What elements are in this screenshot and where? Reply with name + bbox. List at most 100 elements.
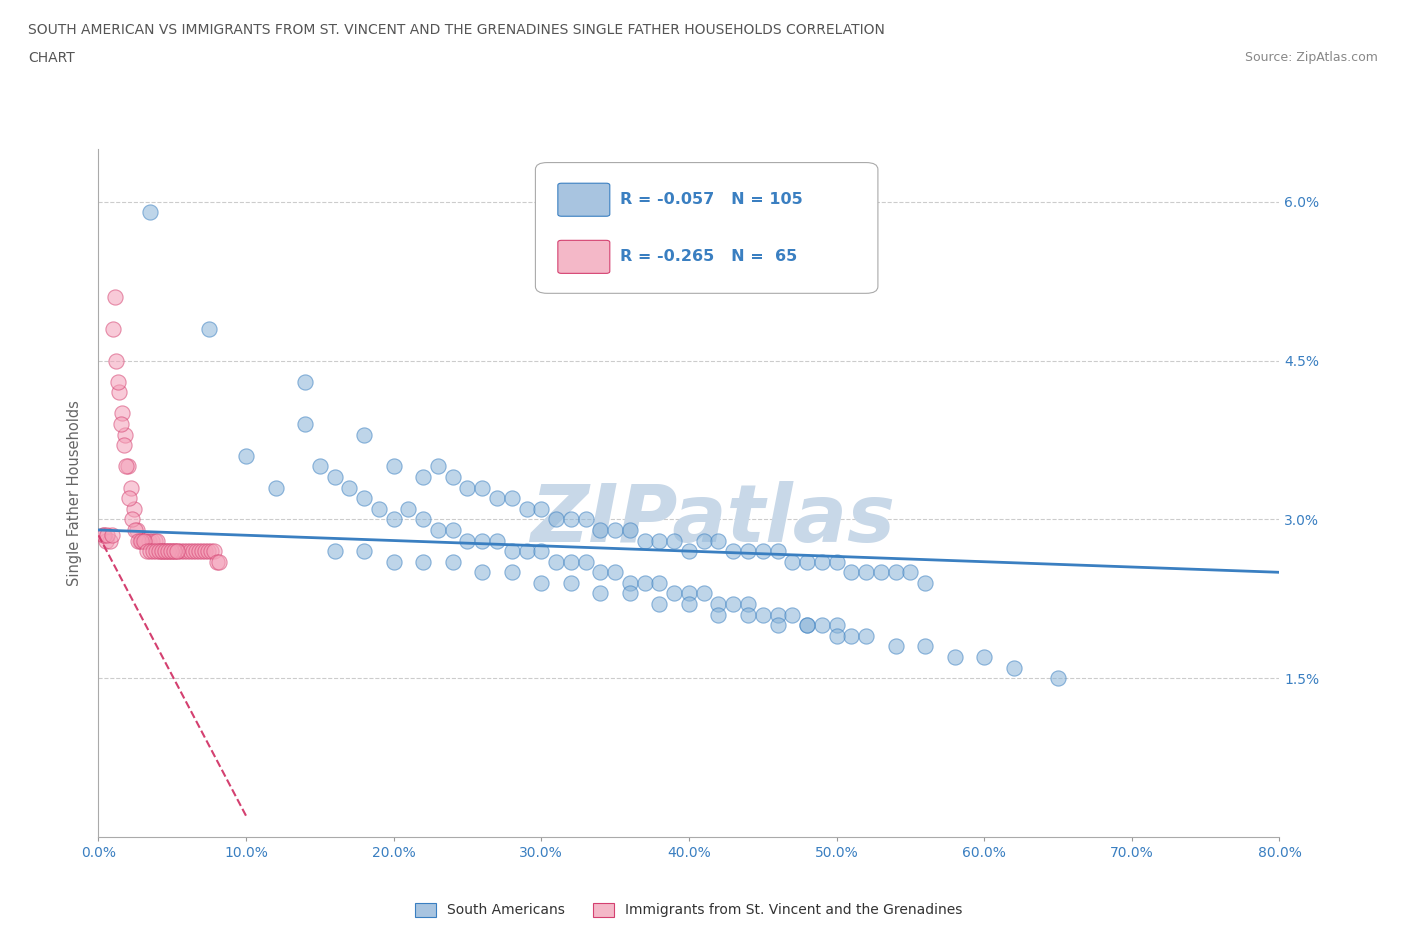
Legend: South Americans, Immigrants from St. Vincent and the Grenadines: South Americans, Immigrants from St. Vin…	[411, 897, 967, 923]
Point	[810, 554, 832, 569]
Point	[339, 480, 360, 495]
Point	[139, 205, 162, 219]
Point	[486, 491, 509, 506]
Point	[122, 501, 145, 516]
Point	[884, 639, 907, 654]
Point	[112, 438, 135, 453]
Point	[589, 565, 612, 579]
Point	[91, 528, 114, 543]
Point	[323, 470, 346, 485]
Point	[516, 544, 538, 559]
Point	[707, 533, 730, 548]
Point	[456, 480, 478, 495]
Point	[145, 544, 167, 559]
Point	[619, 576, 641, 591]
Point	[560, 512, 582, 526]
Point	[855, 565, 877, 579]
Point	[530, 544, 553, 559]
Point	[427, 459, 450, 474]
Point	[368, 501, 391, 516]
Point	[127, 533, 149, 548]
Point	[353, 491, 375, 506]
Point	[678, 544, 700, 559]
Point	[138, 533, 160, 548]
Point	[782, 607, 804, 622]
Point	[142, 544, 165, 559]
Point	[751, 607, 773, 622]
Point	[125, 523, 148, 538]
Point	[153, 544, 176, 559]
Point	[441, 523, 464, 538]
Point	[146, 533, 169, 548]
Point	[179, 544, 201, 559]
Point	[855, 629, 877, 644]
Point	[796, 618, 818, 632]
Point	[135, 533, 157, 548]
Point	[900, 565, 922, 579]
Y-axis label: Single Father Households: Single Father Households	[67, 400, 83, 586]
Point	[441, 554, 464, 569]
Text: R = -0.057   N = 105: R = -0.057 N = 105	[620, 193, 803, 207]
Point	[129, 533, 152, 548]
Point	[108, 385, 131, 400]
Point	[619, 523, 641, 538]
Point	[441, 470, 464, 485]
Point	[111, 406, 134, 421]
Point	[93, 528, 115, 543]
Point	[486, 533, 509, 548]
Point	[693, 586, 716, 601]
Point	[884, 565, 907, 579]
Point	[633, 576, 655, 591]
Point	[98, 533, 121, 548]
Point	[159, 544, 181, 559]
Point	[166, 544, 188, 559]
Point	[914, 576, 936, 591]
Point	[194, 544, 217, 559]
FancyBboxPatch shape	[558, 240, 610, 273]
Point	[693, 533, 716, 548]
Point	[796, 618, 818, 632]
Point	[766, 618, 789, 632]
Point	[723, 544, 745, 559]
Point	[121, 512, 143, 526]
Point	[589, 586, 612, 601]
Point	[546, 554, 568, 569]
Point	[574, 554, 596, 569]
Point	[155, 544, 177, 559]
Point	[707, 597, 730, 612]
Point	[973, 649, 995, 664]
Point	[914, 639, 936, 654]
Point	[589, 523, 612, 538]
Point	[382, 512, 405, 526]
Point	[117, 459, 139, 474]
Point	[530, 576, 553, 591]
Point	[143, 533, 166, 548]
Point	[560, 576, 582, 591]
Point	[648, 576, 671, 591]
Point	[471, 565, 494, 579]
Point	[664, 533, 686, 548]
Point	[163, 544, 186, 559]
Point	[205, 554, 228, 569]
Point	[841, 565, 863, 579]
Point	[766, 544, 789, 559]
Text: Source: ZipAtlas.com: Source: ZipAtlas.com	[1244, 51, 1378, 64]
Point	[170, 544, 193, 559]
Point	[825, 618, 848, 632]
FancyBboxPatch shape	[536, 163, 877, 293]
Point	[501, 544, 523, 559]
Point	[619, 586, 641, 601]
Point	[118, 491, 141, 506]
Point	[120, 480, 142, 495]
Text: R = -0.265   N =  65: R = -0.265 N = 65	[620, 249, 797, 264]
Point	[294, 374, 316, 389]
Point	[1002, 660, 1025, 675]
Point	[162, 544, 183, 559]
Point	[546, 512, 568, 526]
Point	[664, 586, 686, 601]
Point	[184, 544, 207, 559]
Point	[605, 523, 627, 538]
Point	[323, 544, 346, 559]
Point	[782, 554, 804, 569]
Point	[810, 618, 832, 632]
